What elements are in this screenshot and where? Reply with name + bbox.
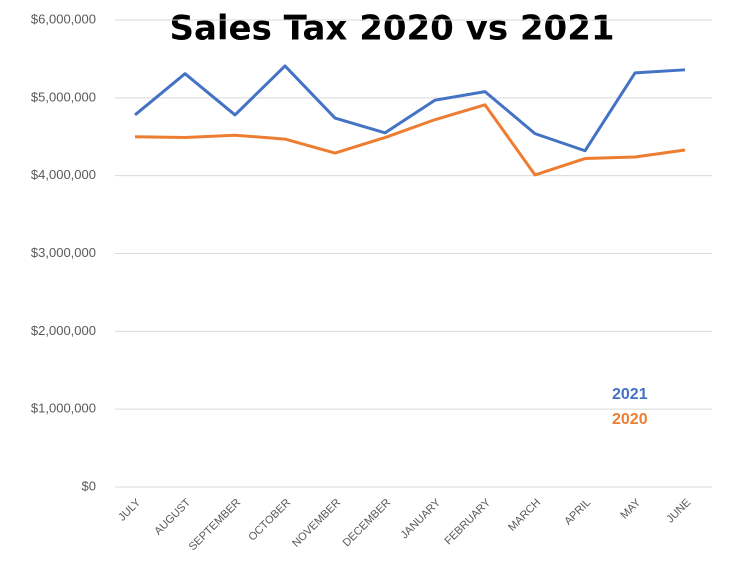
y-tick-label: $6,000,000 (31, 11, 96, 26)
y-tick-label: $5,000,000 (31, 89, 96, 104)
legend-label: 2020 (612, 411, 648, 428)
chart-title: Sales Tax 2020 vs 2021 (169, 9, 614, 49)
y-tick-label: $1,000,000 (31, 401, 96, 416)
x-tick-label: DECEMBER (341, 497, 394, 550)
x-tick-label: NOVEMBER (290, 497, 343, 550)
y-tick-label: $3,000,000 (31, 245, 96, 260)
x-tick-label: JANUARY (399, 496, 444, 541)
series-line (134, 64, 686, 153)
x-tick-label: APRIL (562, 497, 593, 528)
y-tick-label: $2,000,000 (31, 323, 96, 338)
x-tick-label: SEPTEMBER (187, 497, 244, 554)
legend-label: 2021 (612, 386, 648, 403)
y-tick-label: $4,000,000 (31, 167, 96, 182)
x-tick-label: JUNE (664, 497, 693, 526)
x-tick-label: OCTOBER (246, 497, 293, 544)
x-tick-label: MAY (618, 496, 643, 521)
x-tick-label: JULY (116, 496, 143, 523)
x-tick-label: MARCH (506, 497, 543, 534)
y-tick-label: $0 (82, 478, 96, 493)
x-tick-label: AUGUST (152, 496, 193, 537)
x-tick-label: FEBRUARY (442, 496, 493, 547)
series-line (134, 103, 686, 177)
